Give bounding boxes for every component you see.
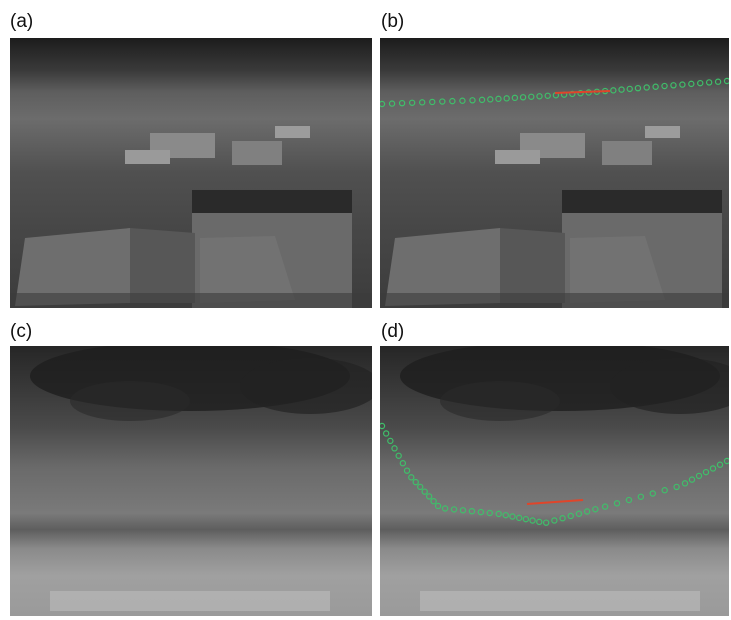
image-b [379, 38, 729, 308]
image-a [10, 38, 372, 308]
figure: (a) (b) (c) (d) [0, 0, 731, 620]
panel-label: (d) [381, 321, 404, 342]
panel-label: (c) [10, 321, 32, 342]
image-d [379, 341, 731, 616]
image-c [10, 341, 380, 616]
panel-label: (a) [10, 11, 33, 32]
panel-label: (b) [381, 11, 404, 32]
